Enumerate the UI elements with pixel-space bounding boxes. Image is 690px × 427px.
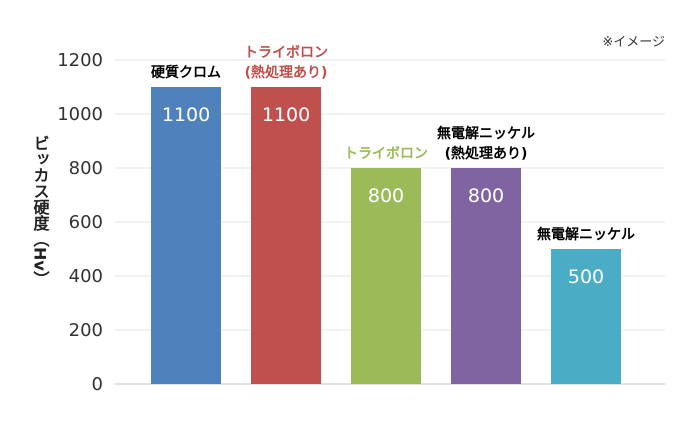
bar-1	[151, 87, 221, 384]
category-label-3-line-1: トライボロン	[344, 146, 428, 162]
category-label-2-line-2: (熱処理あり)	[245, 64, 328, 81]
bar-3	[351, 168, 421, 384]
y-axis-ticks: 0 200 400 600 800 1000 1200	[57, 50, 103, 395]
y-tick-label-0: 0	[92, 374, 103, 395]
bar-value-label-5: 500	[568, 266, 604, 288]
bar-value-label-2: 1100	[262, 104, 310, 126]
bar-value-labels: 1100 1100 800 800 500	[162, 104, 604, 288]
y-tick-label-400: 400	[69, 266, 103, 287]
bars	[151, 87, 621, 384]
bar-5	[551, 249, 621, 384]
category-label-4-line-2: (熱処理あり)	[445, 145, 528, 162]
bar-value-label-1: 1100	[162, 104, 210, 126]
y-tick-label-1200: 1200	[57, 50, 103, 71]
bar-2	[251, 87, 321, 384]
bar-value-label-4: 800	[468, 185, 504, 207]
category-label-5-line-1: 無電解ニッケル	[537, 226, 635, 243]
category-label-1-line-1: 硬質クロム	[151, 64, 221, 81]
y-tick-label-200: 200	[69, 320, 103, 341]
y-tick-label-800: 800	[69, 158, 103, 179]
image-note: ※イメージ	[602, 35, 665, 50]
y-tick-label-600: 600	[69, 212, 103, 233]
category-label-2-line-1: トライボロン	[244, 45, 328, 61]
y-tick-label-1000: 1000	[57, 104, 103, 125]
category-labels: 硬質クロムトライボロン(熱処理あり)トライボロン無電解ニッケル(熱処理あり)無電…	[151, 45, 635, 243]
category-label-4-line-1: 無電解ニッケル	[437, 125, 535, 142]
bar-value-label-3: 800	[368, 185, 404, 207]
bar-4	[451, 168, 521, 384]
y-axis-label: ビッカス硬度（Hv）	[31, 135, 50, 287]
